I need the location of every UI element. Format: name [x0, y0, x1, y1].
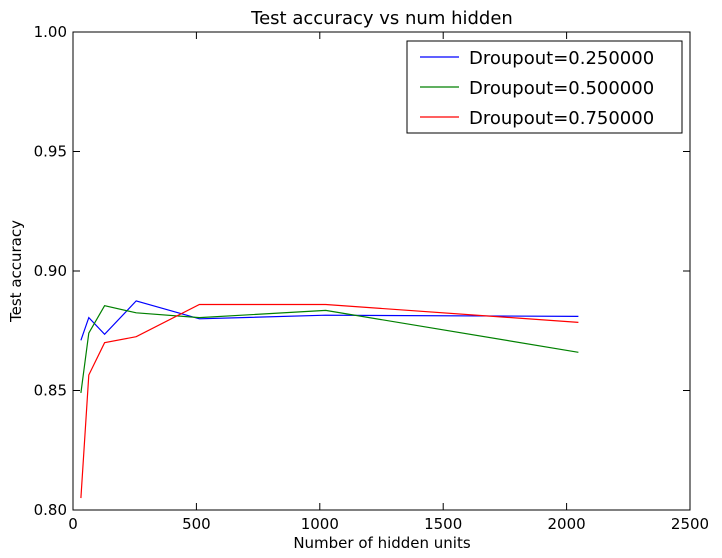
plot-frame: [72, 31, 691, 511]
y-tick-label: 0.80: [34, 501, 67, 519]
axis-ticks: 0 500 1000 1500 2000 2500 0.80 0.85 0.90 0.95 1.00: [34, 23, 710, 533]
legend-label: Droupout=0.750000: [469, 108, 654, 129]
y-tick-label: 0.85: [34, 382, 67, 400]
y-tick-label: 0.90: [34, 262, 67, 280]
x-tick-label: 500: [182, 515, 211, 533]
x-tick-label: 0: [68, 515, 78, 533]
chart-title: Test accuracy vs num hidden: [250, 8, 513, 29]
series-line-1: [80, 300, 579, 341]
series-line-3: [80, 303, 579, 499]
y-tick-label: 1.00: [34, 23, 67, 41]
x-tick-label: 1500: [424, 515, 462, 533]
x-tick-label: 2500: [671, 515, 709, 533]
legend-label: Droupout=0.250000: [469, 48, 654, 69]
x-axis-label: Number of hidden units: [293, 534, 471, 552]
x-tick-label: 1000: [301, 515, 339, 533]
y-axis-label: Test accuracy: [7, 220, 25, 323]
series-lines: [80, 300, 579, 499]
y-tick-label: 0.95: [34, 143, 67, 161]
x-tick-label: 2000: [548, 515, 586, 533]
series-line-2: [80, 305, 579, 393]
legend-label: Droupout=0.500000: [469, 78, 654, 99]
legend: Droupout=0.250000 Droupout=0.500000 Droupo…: [406, 40, 683, 134]
